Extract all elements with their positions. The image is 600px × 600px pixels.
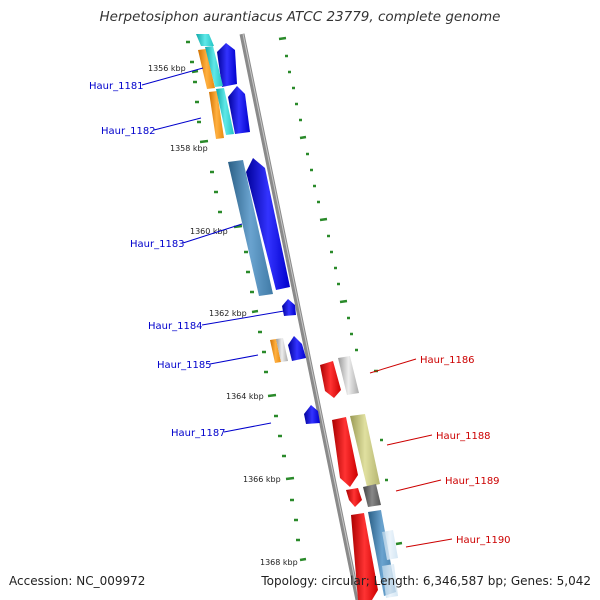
gene-label-haur-1183[interactable]: Haur_1183 (130, 239, 185, 250)
gene-arrow-haur-1182[interactable] (228, 86, 250, 134)
label-leaders (141, 67, 453, 548)
gene-arrow-haur-1190[interactable] (351, 513, 378, 600)
gene-label-haur-1189[interactable]: Haur_1189 (445, 476, 500, 487)
topology-text: Topology: circular; Length: 6,346,587 bp… (261, 574, 591, 588)
gene-arrow-haur-1181[interactable] (217, 43, 237, 87)
genome-backbone (239, 33, 361, 600)
ruler-ticks (186, 40, 307, 562)
gene-label-haur-1188[interactable]: Haur_1188 (436, 431, 491, 442)
ruler-label: 1364 kbp (226, 392, 264, 401)
outer-dotted-track (278, 36, 403, 546)
genome-backbone-highlight (242, 33, 360, 600)
ruler-label: 1366 kbp (243, 475, 281, 484)
gene-arrow-haur-1184[interactable] (282, 299, 296, 316)
gene-label-haur-1185[interactable]: Haur_1185 (157, 360, 212, 371)
gene-label-haur-1186[interactable]: Haur_1186 (420, 355, 475, 366)
gene-label-haur-1181[interactable]: Haur_1181 (89, 81, 144, 92)
gene-arrow-haur-1189[interactable] (346, 488, 362, 507)
gene-arrow-haur-1183[interactable] (246, 158, 290, 290)
cog-track-left (196, 34, 288, 363)
gene-labels: Haur_1181 Haur_1182 Haur_1183 Haur_1184 … (89, 81, 511, 546)
plus-strand-genes (320, 361, 378, 600)
cog-track-right (338, 356, 398, 598)
accession-text: Accession: NC_009972 (9, 574, 146, 588)
gene-label-haur-1182[interactable]: Haur_1182 (101, 126, 156, 137)
genome-title: Herpetosiphon aurantiacus ATCC 23779, co… (99, 9, 501, 25)
ruler-label: 1368 kbp (260, 558, 298, 567)
ruler-labels: 1356 kbp 1358 kbp 1360 kbp 1362 kbp 1364… (148, 64, 298, 567)
ruler-label: 1360 kbp (190, 227, 228, 236)
gene-arrow-haur-1186[interactable] (320, 361, 341, 398)
gene-arrow-haur-1188[interactable] (332, 417, 358, 487)
gene-arrow-haur-1187[interactable] (304, 405, 320, 424)
minus-strand-genes (217, 43, 320, 424)
ruler-label: 1358 kbp (170, 144, 208, 153)
ruler-label: 1362 kbp (209, 309, 247, 318)
gene-label-haur-1190[interactable]: Haur_1190 (456, 535, 511, 546)
gene-label-haur-1184[interactable]: Haur_1184 (148, 321, 203, 332)
gene-label-haur-1187[interactable]: Haur_1187 (171, 428, 226, 439)
gene-arrow-haur-1185[interactable] (288, 336, 306, 361)
ruler-label: 1356 kbp (148, 64, 186, 73)
